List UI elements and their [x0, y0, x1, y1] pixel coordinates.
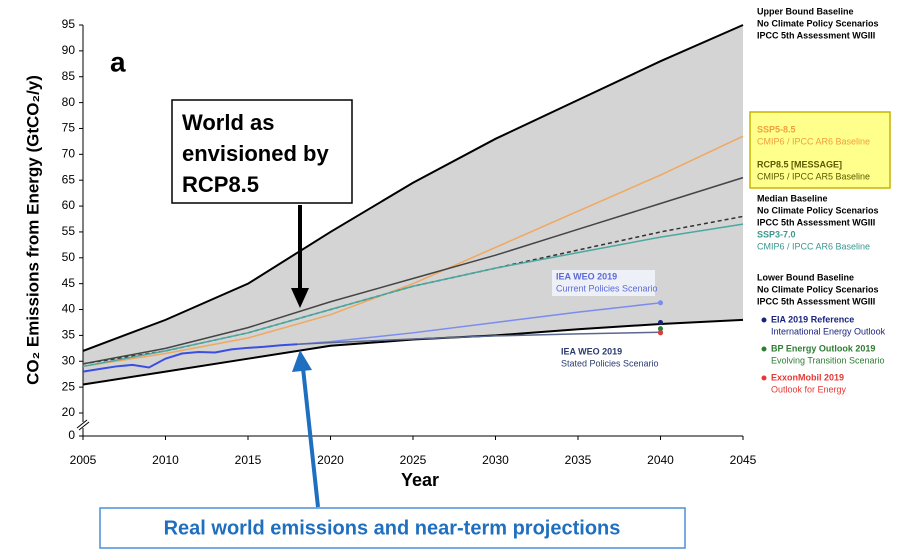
legend-name: Median Baseline: [757, 193, 828, 203]
x-tick-label: 2015: [235, 453, 262, 467]
legend-name: ExxonMobil 2019: [771, 372, 844, 382]
y-tick-label: 85: [62, 69, 76, 83]
x-tick-label: 2025: [400, 453, 427, 467]
y-tick-label: 30: [62, 353, 76, 367]
series-line: [82, 135, 744, 368]
y-tick-label: 60: [62, 198, 76, 212]
x-tick-label: 2040: [647, 453, 674, 467]
y-tick-label: 90: [62, 43, 76, 57]
annotation-text: World as: [182, 110, 275, 135]
legend-marker: [761, 375, 767, 381]
y-tick-label: 80: [62, 95, 76, 109]
x-tick-label: 2010: [152, 453, 179, 467]
x-axis-title: Year: [401, 470, 439, 490]
x-tick-label: 2035: [565, 453, 592, 467]
series-line: [82, 176, 744, 365]
y-tick-label: 50: [62, 250, 76, 264]
legend-marker: [761, 317, 767, 323]
legend-description: No Climate Policy Scenarios: [757, 205, 879, 215]
legend-description: International Energy Outlook: [771, 326, 886, 336]
axis-break: [78, 421, 90, 431]
legend-description: IPCC 5th Assessment WGIII: [757, 217, 875, 227]
y-axis-title: CO₂ Emissions from Energy (GtCO₂/y): [23, 75, 42, 385]
legend-marker: [761, 346, 767, 352]
arrow-head: [292, 350, 312, 372]
y-tick-label: 45: [62, 276, 76, 290]
axis-break-gap: [77, 422, 89, 428]
legend-description: IPCC 5th Assessment WGIII: [757, 296, 875, 306]
legend-description: IPCC 5th Assessment WGIII: [757, 30, 875, 40]
arrow-shaft: [301, 367, 320, 508]
legend-name: Upper Bound Baseline: [757, 6, 854, 16]
legend-name: EIA 2019 Reference: [771, 314, 854, 324]
legend-description: No Climate Policy Scenarios: [757, 284, 879, 294]
series-line: [297, 302, 661, 345]
band-layer: [83, 25, 743, 385]
y-tick-label: 65: [62, 172, 76, 186]
legend-description: No Climate Policy Scenarios: [757, 18, 879, 28]
inline-label-description: Stated Policies Scenario: [561, 358, 659, 368]
legend-highlight: [749, 111, 891, 189]
y-tick-label: 0: [68, 428, 75, 442]
y-tick-label: 40: [62, 302, 76, 316]
legend-description: Evolving Transition Scenario: [771, 355, 885, 365]
inline-label-title: IEA WEO 2019: [556, 271, 617, 281]
end-point: [658, 300, 663, 306]
legend-description: CMIP5 / IPCC AR5 Baseline: [757, 171, 870, 181]
legend-name: Lower Bound Baseline: [757, 272, 854, 282]
series-line: [82, 343, 298, 373]
legend-description: CMIP6 / IPCC AR6 Baseline: [757, 241, 870, 251]
panel-label: a: [110, 46, 126, 77]
inline-label-description: Current Policies Scenario: [556, 283, 658, 293]
annotation-text: Real world emissions and near-term proje…: [164, 517, 621, 539]
y-tick-label: 20: [62, 405, 76, 419]
y-tick-label: 25: [62, 379, 76, 393]
arrow-head: [291, 288, 309, 308]
annotation-text: RCP8.5: [182, 172, 259, 197]
x-tick-label: 2020: [317, 453, 344, 467]
data-point: [658, 319, 663, 325]
y-tick-label: 55: [62, 224, 76, 238]
y-tick-label: 35: [62, 328, 76, 342]
legend-name: BP Energy Outlook 2019: [771, 343, 875, 353]
x-tick-label: 2045: [730, 453, 757, 467]
data-point: [658, 326, 663, 332]
annotation-box: [99, 507, 686, 549]
shaded-band: [83, 25, 743, 385]
series-line: [297, 331, 661, 345]
y-tick-label: 95: [62, 17, 76, 31]
inline-label-title: IEA WEO 2019: [561, 346, 622, 356]
x-tick-label: 2030: [482, 453, 509, 467]
label-background: [552, 270, 655, 296]
x-tick-label: 2005: [70, 453, 97, 467]
annotation-text: envisioned by: [182, 141, 329, 166]
legend-description: CMIP6 / IPCC AR6 Baseline: [757, 136, 870, 146]
axis-break: [76, 419, 88, 429]
legend-description: Outlook for Energy: [771, 384, 847, 394]
y-tick-label: 75: [62, 121, 76, 135]
y-tick-label: 70: [62, 147, 76, 161]
legend-name: SSP5-8.5: [757, 124, 796, 134]
annotation-box: [171, 99, 353, 204]
data-point: [658, 330, 663, 336]
series-line: [82, 24, 744, 352]
legend-name: SSP3-7.0: [757, 229, 796, 239]
legend-name: RCP8.5 [MESSAGE]: [757, 159, 842, 169]
series-line: [82, 223, 744, 368]
